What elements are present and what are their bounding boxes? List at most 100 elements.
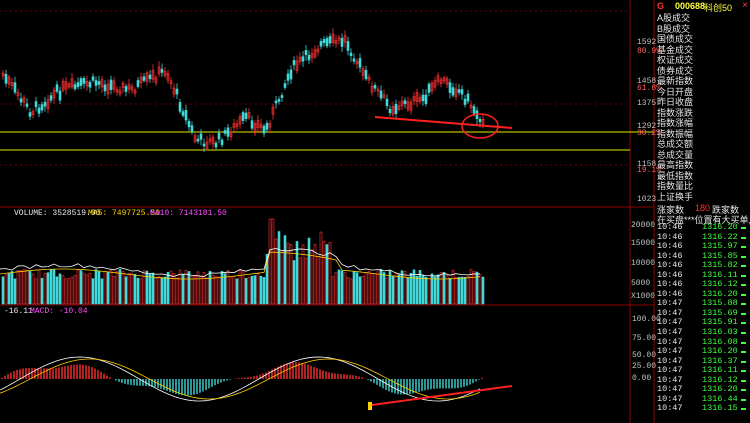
volume-bar — [199, 276, 203, 305]
candle-body — [379, 90, 383, 99]
index-code: 000688 — [675, 1, 706, 11]
stat-item[interactable]: 总成交额 — [657, 139, 694, 149]
volume-bar — [400, 270, 404, 305]
tick-volume-mark — [741, 370, 746, 373]
volume-bar — [427, 278, 431, 305]
volume-bar — [475, 271, 479, 305]
candle-body — [160, 68, 164, 73]
stat-item[interactable]: 今日开盘 — [657, 86, 694, 97]
candle-body — [97, 81, 101, 85]
tick-price: 1316.44 — [702, 393, 738, 404]
volume-bar — [232, 276, 236, 305]
stat-item[interactable]: 指数振幅 — [657, 128, 694, 139]
stat-item[interactable]: 上证换手 — [657, 191, 694, 202]
candle-body — [283, 83, 287, 88]
tick-row: 10:47 1316.20 — [655, 347, 750, 357]
tick-volume-mark — [741, 332, 746, 335]
volume-bar — [118, 269, 122, 305]
volume-bar — [433, 276, 437, 305]
volume-bar — [394, 272, 398, 305]
stat-item[interactable]: A股成交 — [657, 13, 691, 23]
volume-bar — [364, 272, 368, 305]
volume-bar — [187, 271, 191, 305]
stat-item[interactable]: 指数涨跌 — [657, 107, 694, 118]
candle-body — [328, 36, 332, 44]
candle-body — [265, 123, 269, 130]
macd-axis-label: 75.00 — [632, 334, 657, 343]
stat-item[interactable]: 昨日收盘 — [657, 97, 694, 107]
tick-price: 1316.20 — [702, 288, 738, 299]
stat-item[interactable]: 最低指数 — [657, 170, 694, 181]
volume-bar — [67, 278, 71, 305]
volume-bar — [121, 271, 125, 305]
volume-ma10-label: MA10: 7143181.50 — [150, 209, 227, 218]
tick-volume-mark — [741, 274, 746, 277]
volume-bar — [127, 272, 131, 305]
volume-bar — [238, 270, 242, 305]
candle-body — [463, 98, 467, 105]
volume-bar — [169, 270, 173, 305]
volume-bar — [1, 276, 5, 305]
stat-item[interactable]: 指数涨幅 — [657, 118, 694, 128]
volume-bar — [301, 244, 305, 305]
price-axis-label: 1375 — [637, 99, 657, 108]
macd-diff-line — [0, 356, 481, 402]
up-count-value: 180 — [695, 203, 711, 213]
stat-item[interactable]: 最新指数 — [657, 76, 694, 86]
tick-volume-mark — [741, 408, 746, 411]
stat-item[interactable]: 总成交量 — [657, 149, 694, 160]
volume-bar — [328, 242, 332, 305]
volume-bar — [445, 275, 449, 305]
candle-body — [376, 88, 380, 92]
stat-item[interactable]: 基金成交 — [657, 44, 694, 55]
candle-body — [58, 90, 62, 101]
candle-body — [220, 139, 224, 146]
stat-item[interactable]: 最高指数 — [657, 160, 694, 170]
tick-row: 10:47 1316.03 — [655, 327, 750, 338]
candle-body — [10, 82, 14, 86]
candle-body — [208, 138, 212, 142]
candle-body — [460, 89, 464, 95]
tick-price: 1316.37 — [702, 355, 738, 366]
stat-item[interactable]: 国债成交 — [657, 34, 694, 44]
tick-row: 10:46 1316.20 — [655, 222, 750, 233]
close-icon[interactable]: × — [742, 0, 748, 11]
volume-bar — [61, 275, 65, 305]
candle-body — [202, 143, 206, 147]
volume-bar — [415, 275, 419, 305]
candle-body — [229, 131, 233, 138]
volume-bar — [64, 278, 68, 305]
candle-body — [70, 78, 74, 88]
volume-bar — [172, 273, 176, 305]
tick-row: 10:46 1316.20 — [655, 288, 750, 300]
volume-bar — [43, 272, 47, 305]
candle-body — [163, 71, 167, 76]
volume-bar — [190, 276, 194, 305]
stat-item[interactable]: 指数量比 — [657, 181, 694, 191]
stat-item[interactable]: 权证成交 — [657, 55, 694, 65]
tick-list[interactable]: 10:46 1316.20 10:46 1316.22 10:46 1315.97 10:4… — [655, 222, 750, 414]
candle-body — [304, 49, 308, 56]
volume-bar — [157, 276, 161, 305]
volume-bar — [256, 273, 260, 305]
volume-bar — [22, 269, 26, 305]
stat-item[interactable]: B股成交 — [657, 23, 691, 34]
candle-body — [49, 95, 53, 101]
volume-bar — [346, 276, 350, 305]
signal-marker — [368, 402, 372, 410]
tick-time: 10:47 — [657, 336, 683, 347]
tick-time: 10:46 — [657, 241, 683, 252]
candle-body — [415, 92, 419, 103]
down-count-label: 跌家数 — [712, 205, 740, 215]
macd-axis-label: 0.00 — [632, 374, 652, 383]
candle-body — [445, 78, 449, 85]
candle-body — [82, 77, 86, 84]
tick-price: 1316.20 — [702, 384, 738, 395]
tick-time: 10:46 — [657, 222, 683, 232]
tick-row: 10:47 1316.11 — [655, 366, 750, 376]
candle-body — [226, 127, 230, 137]
stat-item[interactable]: 债券成交 — [657, 65, 694, 76]
candle-body — [451, 87, 455, 96]
volume-bar — [139, 278, 143, 305]
